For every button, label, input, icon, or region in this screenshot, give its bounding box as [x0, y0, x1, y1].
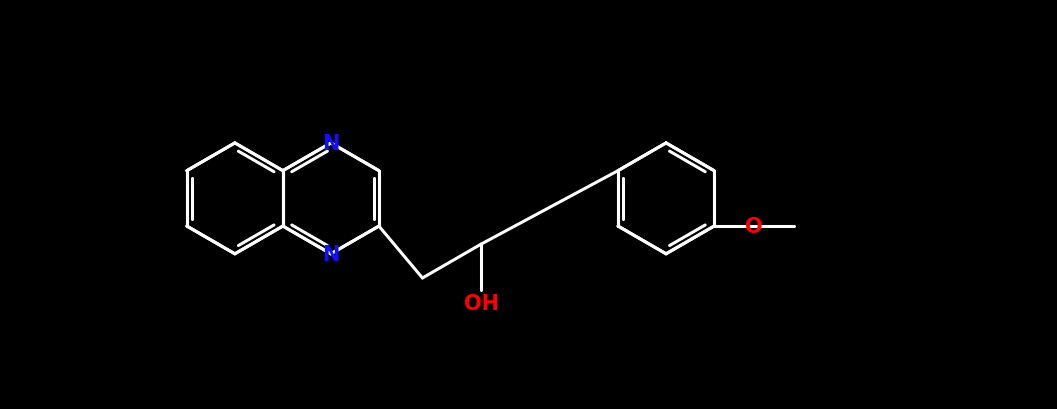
Text: N: N: [322, 134, 339, 153]
Text: O: O: [745, 216, 763, 236]
Text: OH: OH: [464, 294, 499, 314]
Text: N: N: [322, 244, 339, 264]
